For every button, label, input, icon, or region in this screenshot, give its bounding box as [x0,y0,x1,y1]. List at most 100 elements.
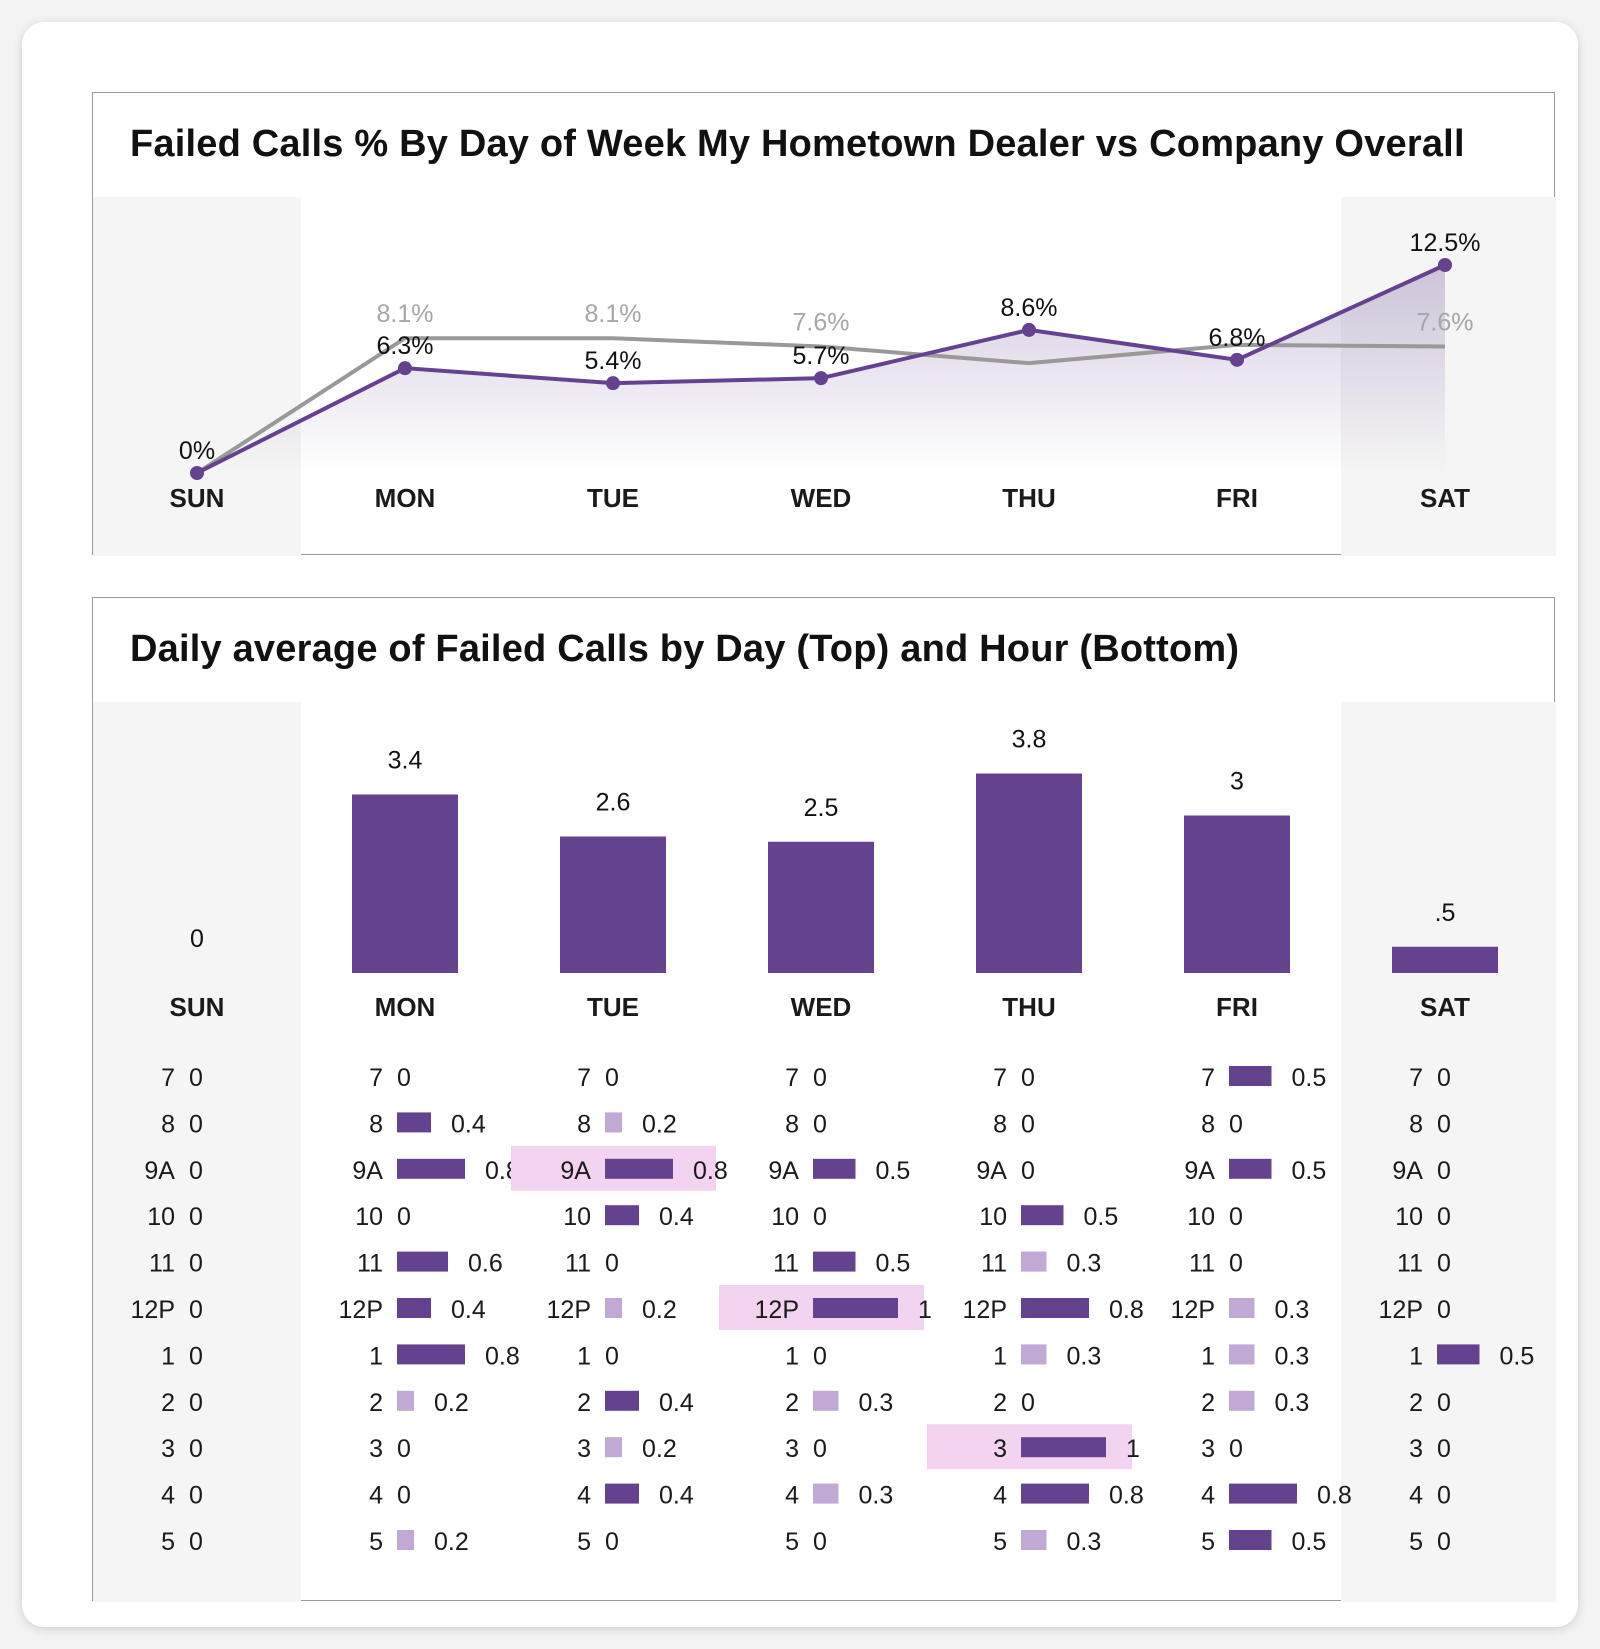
hour-label: 8 [161,1110,175,1138]
hour-label: 8 [785,1110,799,1138]
hour-label: 3 [785,1435,799,1463]
hour-label: 2 [369,1389,383,1417]
hour-value: 0 [1021,1389,1035,1417]
weekend-shade-sun [93,702,301,1602]
hour-value: 0.8 [1317,1482,1352,1510]
hour-value: 0 [397,1482,411,1510]
hour-bar-wed-12p [813,1298,898,1318]
bar-x-tick-tue: TUE [587,992,639,1022]
hour-bar-thu-1 [1021,1344,1047,1365]
hour-value: 0.4 [659,1389,694,1417]
hour-label: 5 [161,1528,175,1556]
hour-label: 2 [1201,1389,1215,1417]
dealer-label-fri: 6.8% [1209,324,1266,352]
hour-bar-fri-5 [1229,1530,1272,1550]
hour-label: 5 [1201,1528,1215,1556]
dealer-area-fill [197,265,1445,473]
hour-bar-mon-2 [397,1390,414,1411]
hour-value: 0.5 [1292,1157,1327,1185]
hour-label: 3 [993,1435,1007,1463]
bar-label-fri: 3 [1230,768,1244,796]
hour-value: 0 [1437,1435,1451,1463]
hour-value: 0 [189,1342,203,1370]
hour-bar-mon-1 [397,1344,465,1365]
failed-calls-pct-panel: Failed Calls % By Day of Week My Hometow… [92,92,1556,556]
hour-value: 0 [1229,1435,1243,1463]
hour-value: 0 [397,1203,411,1231]
hour-value: 1 [918,1296,932,1324]
hour-value: 0.5 [876,1250,911,1278]
hour-label: 8 [993,1110,1007,1138]
dealer-point-fri [1230,352,1244,367]
hour-label: 5 [577,1528,591,1556]
x-tick-tue: TUE [587,483,639,513]
hour-value: 0.3 [1067,1342,1102,1370]
hour-bar-fri-2 [1229,1390,1255,1411]
hour-label: 4 [993,1482,1007,1510]
hour-label: 7 [369,1064,383,1092]
hour-value: 0 [813,1528,827,1556]
hour-bar-tue-3 [605,1437,622,1458]
bar-x-tick-mon: MON [375,992,436,1022]
hour-label: 12P [339,1296,383,1324]
hour-value: 0.5 [1292,1064,1327,1092]
hour-value: 0.8 [485,1342,520,1370]
hour-label: 9A [352,1157,383,1185]
hour-label: 2 [993,1389,1007,1417]
hour-label: 3 [1409,1435,1423,1463]
hour-label: 10 [147,1203,175,1231]
hour-label: 1 [993,1342,1007,1370]
hour-label: 2 [1409,1389,1423,1417]
hour-label: 11 [565,1250,591,1278]
hour-value: 0 [1021,1110,1035,1138]
hour-label: 9A [144,1157,175,1185]
hour-bar-tue-2 [605,1390,639,1411]
hour-value: 0.2 [642,1435,677,1463]
bar-x-tick-sat: SAT [1420,992,1470,1022]
hour-label: 10 [771,1203,799,1231]
dealer-label-mon: 6.3% [377,332,434,360]
hour-label: 2 [785,1389,799,1417]
dealer-label-tue: 5.4% [585,347,642,375]
dealer-point-wed [814,371,828,386]
hour-bar-sat-1 [1437,1344,1480,1365]
hour-bar-tue-8 [605,1112,622,1133]
bar-x-tick-sun: SUN [170,992,225,1022]
hour-value: 0.3 [1275,1296,1310,1324]
dealer-label-sat: 12.5% [1410,229,1481,257]
hour-label: 11 [357,1250,383,1278]
hour-value: 0 [189,1110,203,1138]
hour-label: 1 [369,1342,383,1370]
dealer-point-mon [398,361,412,376]
hour-value: 0 [605,1064,619,1092]
failed-calls-pct-line-chart: 8.1% 8.1% 7.6% 7.6% 0% 6.3% 5.4% 5.7% 8.6% 6.8% 12… [93,197,1556,556]
hour-value: 0 [813,1435,827,1463]
hour-value: 0 [189,1435,203,1463]
hour-bar-thu-10 [1021,1205,1064,1226]
hour-value: 0 [189,1157,203,1185]
hour-value: 0.4 [451,1296,486,1324]
hour-value: 0.4 [451,1110,486,1138]
hour-label: 2 [577,1389,591,1417]
hour-bar-tue-10 [605,1205,639,1226]
x-tick-sun: SUN [170,483,225,513]
hour-value: 0.3 [1067,1250,1102,1278]
hour-label: 8 [577,1110,591,1138]
hour-value: 0.5 [876,1157,911,1185]
hour-value: 0 [1437,1157,1451,1185]
company-overall-line [195,336,1446,475]
hour-value: 0.3 [859,1389,894,1417]
hour-label: 5 [1409,1528,1423,1556]
hour-value: 0 [813,1110,827,1138]
company-label-tue: 8.1% [585,300,642,328]
hour-bar-mon-8 [397,1112,431,1133]
hour-label: 4 [785,1482,799,1510]
hour-label: 7 [785,1064,799,1092]
hour-label: 12P [1171,1296,1215,1324]
hour-bar-mon-12p [397,1298,431,1318]
hour-label: 7 [577,1064,591,1092]
hour-value: 0 [397,1435,411,1463]
x-tick-mon: MON [375,483,436,513]
hour-value: 0 [189,1482,203,1510]
